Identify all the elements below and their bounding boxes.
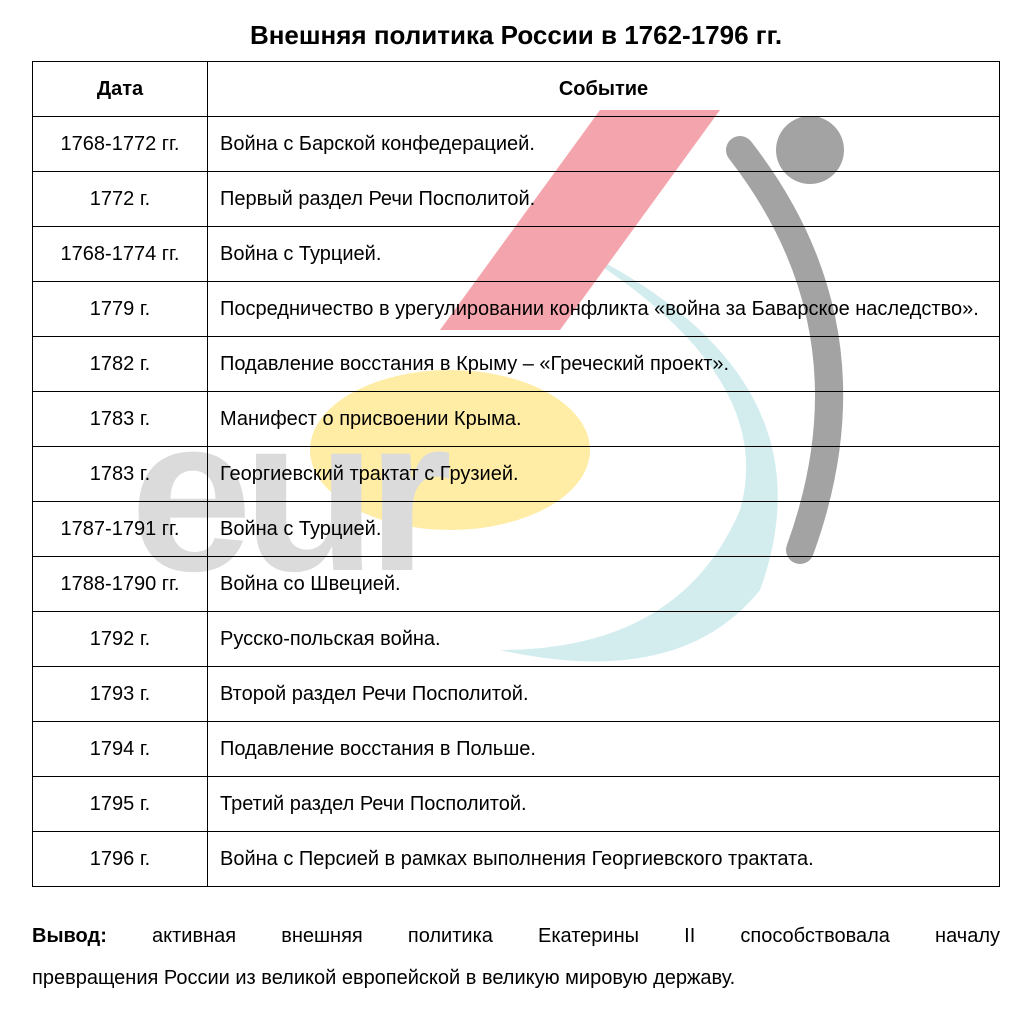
event-cell: Подавление восстания в Польше. — [208, 722, 1000, 777]
table-row: 1796 г. Война с Персией в рамках выполне… — [33, 832, 1000, 887]
events-table: Дата Событие 1768-1772 гг. Война с Барск… — [32, 61, 1000, 887]
table-row: 1787-1791 гг. Война с Турцией. — [33, 502, 1000, 557]
date-cell: 1796 г. — [33, 832, 208, 887]
table-row: 1794 г. Подавление восстания в Польше. — [33, 722, 1000, 777]
page-title: Внешняя политика России в 1762-1796 гг. — [32, 20, 1000, 51]
event-cell: Второй раздел Речи Посполитой. — [208, 667, 1000, 722]
table-row: 1792 г. Русско-польская война. — [33, 612, 1000, 667]
date-cell: 1779 г. — [33, 282, 208, 337]
event-cell: Георгиевский трактат с Грузией. — [208, 447, 1000, 502]
table-row: 1793 г. Второй раздел Речи Посполитой. — [33, 667, 1000, 722]
date-cell: 1793 г. — [33, 667, 208, 722]
date-cell: 1788-1790 гг. — [33, 557, 208, 612]
event-cell: Война с Барской конфедерацией. — [208, 117, 1000, 172]
conclusion-text-line1: активная внешняя политика Екатерины II с… — [107, 925, 1000, 947]
event-cell: Война со Швецией. — [208, 557, 1000, 612]
date-cell: 1783 г. — [33, 392, 208, 447]
date-cell: 1768-1774 гг. — [33, 227, 208, 282]
event-cell: Первый раздел Речи Посполитой. — [208, 172, 1000, 227]
table-header-row: Дата Событие — [33, 62, 1000, 117]
table-row: 1795 г. Третий раздел Речи Посполитой. — [33, 777, 1000, 832]
conclusion-label: Вывод: — [32, 925, 107, 947]
table-row: 1783 г. Манифест о присвоении Крыма. — [33, 392, 1000, 447]
date-cell: 1772 г. — [33, 172, 208, 227]
table-row: 1788-1790 гг. Война со Швецией. — [33, 557, 1000, 612]
column-header-event: Событие — [208, 62, 1000, 117]
table-row: 1779 г. Посредничество в урегулировании … — [33, 282, 1000, 337]
table-row: 1772 г. Первый раздел Речи Посполитой. — [33, 172, 1000, 227]
table-row: 1768-1774 гг. Война с Турцией. — [33, 227, 1000, 282]
table-row: 1768-1772 гг. Война с Барской конфедерац… — [33, 117, 1000, 172]
date-cell: 1794 г. — [33, 722, 208, 777]
date-cell: 1782 г. — [33, 337, 208, 392]
event-cell: Война с Персией в рамках выполнения Геор… — [208, 832, 1000, 887]
date-cell: 1783 г. — [33, 447, 208, 502]
date-cell: 1792 г. — [33, 612, 208, 667]
table-row: 1782 г. Подавление восстания в Крыму – «… — [33, 337, 1000, 392]
event-cell: Война с Турцией. — [208, 502, 1000, 557]
event-cell: Подавление восстания в Крыму – «Гречески… — [208, 337, 1000, 392]
date-cell: 1795 г. — [33, 777, 208, 832]
event-cell: Манифест о присвоении Крыма. — [208, 392, 1000, 447]
conclusion-text-line2: превращения России из великой европейско… — [32, 967, 735, 989]
table-row: 1783 г. Георгиевский трактат с Грузией. — [33, 447, 1000, 502]
event-cell: Русско-польская война. — [208, 612, 1000, 667]
date-cell: 1768-1772 гг. — [33, 117, 208, 172]
conclusion-paragraph: Вывод: активная внешняя политика Екатери… — [32, 915, 1000, 999]
event-cell: Третий раздел Речи Посполитой. — [208, 777, 1000, 832]
date-cell: 1787-1791 гг. — [33, 502, 208, 557]
event-cell: Посредничество в урегулировании конфликт… — [208, 282, 1000, 337]
column-header-date: Дата — [33, 62, 208, 117]
event-cell: Война с Турцией. — [208, 227, 1000, 282]
